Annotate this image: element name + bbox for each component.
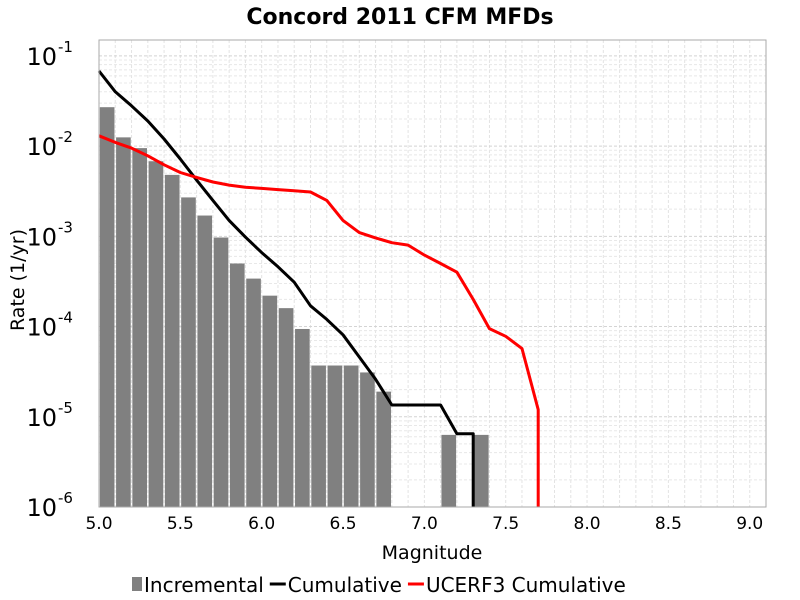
x-tick-label: 8.5 <box>655 514 682 534</box>
incremental-bar <box>164 174 180 507</box>
incremental-bar <box>278 308 294 507</box>
legend-label: Cumulative <box>288 573 402 597</box>
incremental-bar <box>295 328 310 507</box>
incremental-bar <box>327 365 343 507</box>
legend-swatch <box>132 577 142 591</box>
y-tick-exponent: -4 <box>58 309 73 327</box>
incremental-bars <box>99 107 489 508</box>
x-axis-label: Magnitude <box>382 542 483 564</box>
y-axis-label: Rate (1/yr) <box>7 229 29 331</box>
y-tick-label: 10 <box>26 43 57 71</box>
incremental-bar <box>262 295 278 507</box>
incremental-bar <box>376 391 392 507</box>
y-tick-label: 10 <box>26 404 57 432</box>
incremental-bar <box>132 148 147 507</box>
x-tick-label: 9.0 <box>736 514 763 534</box>
x-tick-label: 8.0 <box>574 514 601 534</box>
incremental-bar <box>311 365 326 507</box>
y-tick-labels: 10-110-210-310-410-510-6 <box>26 38 73 522</box>
incremental-bar <box>181 197 196 508</box>
incremental-bar <box>229 263 245 507</box>
x-tick-label: 5.5 <box>167 514 194 534</box>
ucerf3-cumulative-line <box>98 134 540 507</box>
y-tick-label: 10 <box>26 223 57 251</box>
x-tick-label: 7.5 <box>492 514 519 534</box>
incremental-bar <box>343 365 359 507</box>
x-tick-label: 6.0 <box>248 514 275 534</box>
incremental-bar <box>148 161 164 508</box>
y-tick-exponent: -3 <box>58 218 73 236</box>
x-tick-labels: 5.0 5.5 6.0 6.5 7.0 7.5 8.0 8.5 9.0 <box>85 514 763 534</box>
y-tick-exponent: -2 <box>58 128 73 146</box>
legend-label: Incremental <box>144 573 264 597</box>
incremental-bar <box>213 237 229 507</box>
incremental-bar <box>99 107 115 507</box>
y-tick-label: 10 <box>26 494 57 522</box>
incremental-bar <box>116 137 131 507</box>
incremental-bar <box>360 372 375 507</box>
y-tick-exponent: -6 <box>58 489 73 507</box>
cumulative-lines <box>97 70 540 507</box>
cumulative-line <box>97 70 475 507</box>
y-tick-exponent: -1 <box>58 38 73 56</box>
legend: Incremental Cumulative UCERF3 Cumulative <box>132 573 626 597</box>
x-tick-label: 6.5 <box>330 514 357 534</box>
y-tick-exponent: -5 <box>58 399 73 417</box>
incremental-bar <box>197 215 213 507</box>
y-tick-label: 10 <box>26 314 57 342</box>
plot-border <box>98 39 767 508</box>
legend-label: UCERF3 Cumulative <box>426 573 626 597</box>
x-tick-label: 5.0 <box>85 514 112 534</box>
chart-title: Concord 2011 CFM MFDs <box>246 5 553 30</box>
incremental-bar <box>246 278 261 507</box>
incremental-bar <box>473 434 489 507</box>
incremental-bar <box>441 434 457 507</box>
y-tick-label: 10 <box>26 133 57 161</box>
x-tick-label: 7.0 <box>411 514 438 534</box>
